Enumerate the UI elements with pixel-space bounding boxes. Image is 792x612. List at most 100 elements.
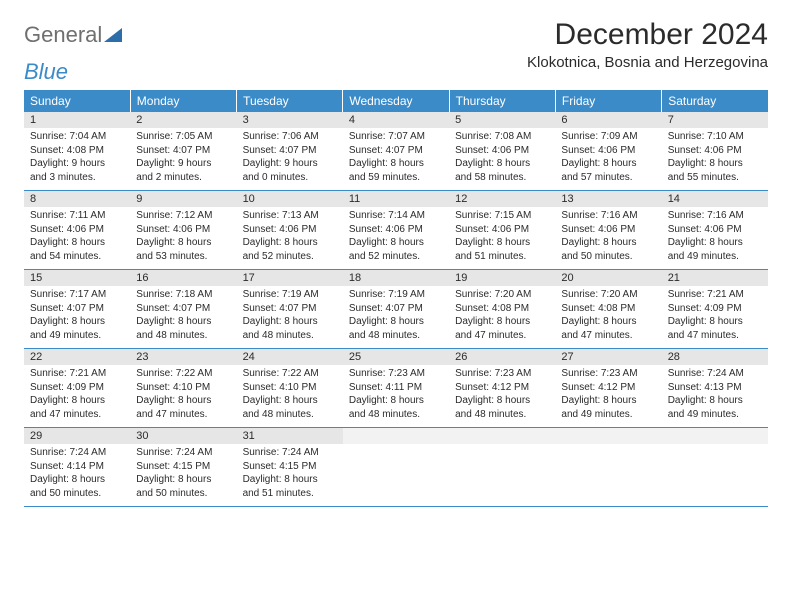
daylight-line: Daylight: 8 hours and 48 minutes. bbox=[136, 315, 230, 342]
sunset-line: Sunset: 4:15 PM bbox=[136, 460, 230, 474]
day-number: 7 bbox=[662, 112, 768, 128]
calendar-day-cell: 12Sunrise: 7:15 AMSunset: 4:06 PMDayligh… bbox=[449, 191, 555, 270]
sunrise-line: Sunrise: 7:16 AM bbox=[668, 209, 762, 223]
day-details: Sunrise: 7:23 AMSunset: 4:12 PMDaylight:… bbox=[449, 365, 555, 427]
calendar-table: SundayMondayTuesdayWednesdayThursdayFrid… bbox=[24, 90, 768, 507]
page-header: General Blue December 2024 Klokotnica, B… bbox=[24, 18, 768, 84]
calendar-day-cell: 7Sunrise: 7:10 AMSunset: 4:06 PMDaylight… bbox=[662, 112, 768, 191]
day-details: Sunrise: 7:12 AMSunset: 4:06 PMDaylight:… bbox=[130, 207, 236, 269]
daylight-line: Daylight: 8 hours and 57 minutes. bbox=[561, 157, 655, 184]
daylight-line: Daylight: 8 hours and 50 minutes. bbox=[561, 236, 655, 263]
weekday-header: Friday bbox=[555, 90, 661, 112]
day-details: Sunrise: 7:11 AMSunset: 4:06 PMDaylight:… bbox=[24, 207, 130, 269]
daylight-line: Daylight: 8 hours and 51 minutes. bbox=[455, 236, 549, 263]
sunrise-line: Sunrise: 7:22 AM bbox=[136, 367, 230, 381]
brand-word-1: General bbox=[24, 22, 102, 47]
calendar-day-cell: 27Sunrise: 7:23 AMSunset: 4:12 PMDayligh… bbox=[555, 349, 661, 428]
sunset-line: Sunset: 4:07 PM bbox=[30, 302, 124, 316]
calendar-day-cell: 31Sunrise: 7:24 AMSunset: 4:15 PMDayligh… bbox=[237, 428, 343, 507]
daylight-line: Daylight: 8 hours and 48 minutes. bbox=[243, 394, 337, 421]
sunrise-line: Sunrise: 7:15 AM bbox=[455, 209, 549, 223]
day-number: 2 bbox=[130, 112, 236, 128]
day-details: Sunrise: 7:22 AMSunset: 4:10 PMDaylight:… bbox=[130, 365, 236, 427]
weekday-header: Sunday bbox=[24, 90, 130, 112]
day-number: 5 bbox=[449, 112, 555, 128]
sunset-line: Sunset: 4:06 PM bbox=[561, 144, 655, 158]
calendar-day-cell: 30Sunrise: 7:24 AMSunset: 4:15 PMDayligh… bbox=[130, 428, 236, 507]
sunset-line: Sunset: 4:08 PM bbox=[561, 302, 655, 316]
calendar-week-row: 1Sunrise: 7:04 AMSunset: 4:08 PMDaylight… bbox=[24, 112, 768, 191]
daylight-line: Daylight: 8 hours and 49 minutes. bbox=[561, 394, 655, 421]
day-details: Sunrise: 7:14 AMSunset: 4:06 PMDaylight:… bbox=[343, 207, 449, 269]
day-number: 3 bbox=[237, 112, 343, 128]
day-number: 21 bbox=[662, 270, 768, 286]
location-text: Klokotnica, Bosnia and Herzegovina bbox=[527, 54, 768, 71]
sunset-line: Sunset: 4:08 PM bbox=[455, 302, 549, 316]
sunset-line: Sunset: 4:09 PM bbox=[30, 381, 124, 395]
calendar-day-cell: 23Sunrise: 7:22 AMSunset: 4:10 PMDayligh… bbox=[130, 349, 236, 428]
sunrise-line: Sunrise: 7:20 AM bbox=[455, 288, 549, 302]
daylight-line: Daylight: 8 hours and 47 minutes. bbox=[668, 315, 762, 342]
sunset-line: Sunset: 4:06 PM bbox=[668, 223, 762, 237]
day-details: Sunrise: 7:09 AMSunset: 4:06 PMDaylight:… bbox=[555, 128, 661, 190]
day-number bbox=[662, 428, 768, 444]
day-details: Sunrise: 7:07 AMSunset: 4:07 PMDaylight:… bbox=[343, 128, 449, 190]
day-details: Sunrise: 7:16 AMSunset: 4:06 PMDaylight:… bbox=[555, 207, 661, 269]
sunset-line: Sunset: 4:12 PM bbox=[561, 381, 655, 395]
day-number: 18 bbox=[343, 270, 449, 286]
sunset-line: Sunset: 4:07 PM bbox=[136, 144, 230, 158]
day-number: 10 bbox=[237, 191, 343, 207]
calendar-week-row: 8Sunrise: 7:11 AMSunset: 4:06 PMDaylight… bbox=[24, 191, 768, 270]
sunset-line: Sunset: 4:06 PM bbox=[136, 223, 230, 237]
daylight-line: Daylight: 8 hours and 47 minutes. bbox=[136, 394, 230, 421]
day-number: 24 bbox=[237, 349, 343, 365]
sunrise-line: Sunrise: 7:05 AM bbox=[136, 130, 230, 144]
sunrise-line: Sunrise: 7:24 AM bbox=[136, 446, 230, 460]
day-details: Sunrise: 7:10 AMSunset: 4:06 PMDaylight:… bbox=[662, 128, 768, 190]
sunrise-line: Sunrise: 7:16 AM bbox=[561, 209, 655, 223]
day-number: 26 bbox=[449, 349, 555, 365]
brand-word-2: Blue bbox=[24, 59, 68, 84]
day-number: 1 bbox=[24, 112, 130, 128]
calendar-day-cell: 16Sunrise: 7:18 AMSunset: 4:07 PMDayligh… bbox=[130, 270, 236, 349]
day-details: Sunrise: 7:18 AMSunset: 4:07 PMDaylight:… bbox=[130, 286, 236, 348]
calendar-day-cell: 14 Sunrise: 7:16 AMSunset: 4:06 PMDayligh… bbox=[662, 191, 768, 270]
sunset-line: Sunset: 4:06 PM bbox=[668, 144, 762, 158]
sunrise-line: Sunrise: 7:06 AM bbox=[243, 130, 337, 144]
calendar-body: 1Sunrise: 7:04 AMSunset: 4:08 PMDaylight… bbox=[24, 112, 768, 507]
calendar-day-cell: 19Sunrise: 7:20 AMSunset: 4:08 PMDayligh… bbox=[449, 270, 555, 349]
daylight-line: Daylight: 8 hours and 47 minutes. bbox=[455, 315, 549, 342]
calendar-header-row: SundayMondayTuesdayWednesdayThursdayFrid… bbox=[24, 90, 768, 112]
daylight-line: Daylight: 8 hours and 49 minutes. bbox=[668, 236, 762, 263]
daylight-line: Daylight: 8 hours and 49 minutes. bbox=[30, 315, 124, 342]
day-number: 17 bbox=[237, 270, 343, 286]
day-details: Sunrise: 7:24 AMSunset: 4:15 PMDaylight:… bbox=[237, 444, 343, 506]
sunset-line: Sunset: 4:07 PM bbox=[349, 302, 443, 316]
weekday-header: Wednesday bbox=[343, 90, 449, 112]
calendar-day-cell: 2Sunrise: 7:05 AMSunset: 4:07 PMDaylight… bbox=[130, 112, 236, 191]
sunset-line: Sunset: 4:07 PM bbox=[243, 302, 337, 316]
sunrise-line: Sunrise: 7:21 AM bbox=[668, 288, 762, 302]
day-details: Sunrise: 7:23 AMSunset: 4:11 PMDaylight:… bbox=[343, 365, 449, 427]
calendar-week-row: 15Sunrise: 7:17 AMSunset: 4:07 PMDayligh… bbox=[24, 270, 768, 349]
day-details: Sunrise: 7:22 AMSunset: 4:10 PMDaylight:… bbox=[237, 365, 343, 427]
daylight-line: Daylight: 8 hours and 50 minutes. bbox=[30, 473, 124, 500]
sunrise-line: Sunrise: 7:08 AM bbox=[455, 130, 549, 144]
sunrise-line: Sunrise: 7:20 AM bbox=[561, 288, 655, 302]
sunset-line: Sunset: 4:07 PM bbox=[243, 144, 337, 158]
calendar-day-cell: 29Sunrise: 7:24 AMSunset: 4:14 PMDayligh… bbox=[24, 428, 130, 507]
daylight-line: Daylight: 8 hours and 48 minutes. bbox=[455, 394, 549, 421]
day-number: 14 bbox=[662, 191, 768, 207]
sunset-line: Sunset: 4:12 PM bbox=[455, 381, 549, 395]
calendar-day-cell: 4Sunrise: 7:07 AMSunset: 4:07 PMDaylight… bbox=[343, 112, 449, 191]
sunset-line: Sunset: 4:10 PM bbox=[243, 381, 337, 395]
daylight-line: Daylight: 8 hours and 52 minutes. bbox=[349, 236, 443, 263]
calendar-day-cell bbox=[662, 428, 768, 507]
daylight-line: Daylight: 8 hours and 54 minutes. bbox=[30, 236, 124, 263]
brand-triangle-icon bbox=[104, 28, 122, 47]
day-details: Sunrise: 7:21 AMSunset: 4:09 PMDaylight:… bbox=[24, 365, 130, 427]
calendar-day-cell: 13Sunrise: 7:16 AMSunset: 4:06 PMDayligh… bbox=[555, 191, 661, 270]
sunset-line: Sunset: 4:07 PM bbox=[349, 144, 443, 158]
month-title: December 2024 bbox=[527, 18, 768, 52]
sunrise-line: Sunrise: 7:04 AM bbox=[30, 130, 124, 144]
